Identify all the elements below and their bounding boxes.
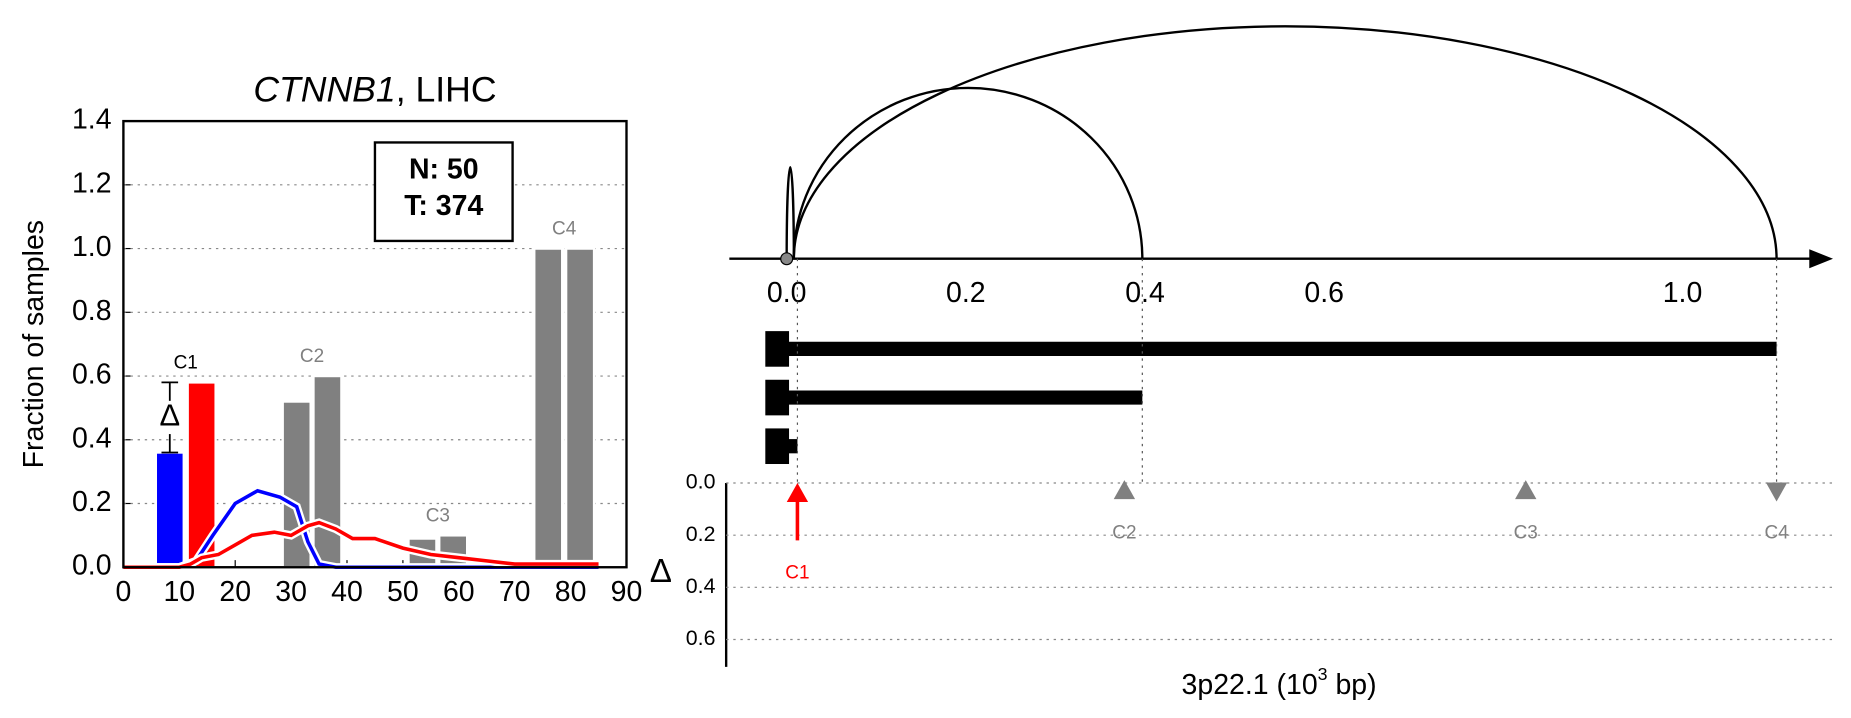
bar — [154, 451, 185, 569]
x-label-part: bp) — [1328, 668, 1377, 700]
x-tick-label: 0.0 — [767, 277, 807, 309]
y-tick-label: 0.8 — [72, 295, 112, 327]
marker-label: C2 — [1112, 523, 1136, 544]
group-label: C4 — [552, 219, 576, 240]
error-label: Δ — [159, 398, 180, 433]
legend-box — [373, 141, 514, 243]
x-tick-label: 30 — [275, 576, 307, 608]
delta-tick-label: 0.4 — [686, 574, 716, 598]
track-block — [765, 379, 790, 416]
title-part: CTNNB1 — [253, 70, 395, 110]
x-label-part: 3 — [1318, 664, 1328, 684]
legend-text: T: 374 — [404, 190, 483, 222]
track-block — [765, 428, 790, 465]
title-part: , LIHC — [396, 70, 497, 110]
marker-label: C1 — [785, 563, 809, 584]
x-tick-label: 0.6 — [1304, 277, 1344, 309]
y-tick-label: 1.2 — [72, 167, 112, 199]
group-label: C2 — [300, 346, 324, 367]
bar — [312, 374, 343, 569]
arc — [785, 166, 796, 259]
marker — [1113, 480, 1136, 500]
x-tick-label: 90 — [611, 576, 643, 608]
chart-title: CTNNB1, LIHC — [253, 70, 496, 110]
x-tick-label: 0.4 — [1125, 277, 1165, 309]
arc — [792, 87, 1144, 259]
y-tick-label: 0.6 — [72, 359, 112, 391]
group-label: C1 — [174, 352, 198, 373]
x-axis-arrow — [1809, 249, 1834, 269]
y-tick-label: 1.4 — [72, 104, 112, 136]
x-tick-label: 80 — [555, 576, 587, 608]
y-tick-label: 0.4 — [72, 422, 112, 454]
x-axis-label: 3p22.1 (103 bp) — [1182, 664, 1377, 700]
x-tick-label: 0.2 — [946, 277, 986, 309]
marker-label: C3 — [1514, 523, 1538, 544]
marker — [1765, 482, 1788, 502]
bar — [533, 247, 564, 569]
group-label: C3 — [426, 505, 450, 526]
x-tick-label: 50 — [387, 576, 419, 608]
x-tick-label: 10 — [163, 576, 195, 608]
x-tick-label: 70 — [499, 576, 531, 608]
marker — [1515, 480, 1537, 500]
y-tick-label: 1.0 — [72, 231, 112, 263]
origin-dot — [780, 252, 794, 266]
marker-label: C4 — [1764, 523, 1788, 544]
track-block — [765, 331, 790, 367]
plot-frame — [122, 119, 628, 569]
line — [123, 520, 599, 570]
x-tick-label: 1.0 — [1663, 277, 1703, 309]
delta-tick-label: 0.6 — [686, 626, 716, 650]
arc — [792, 24, 1778, 259]
x-label-part: 3p22.1 (10 — [1182, 668, 1318, 700]
y-axis-label: Fraction of samples — [18, 220, 50, 468]
y-tick-label: 0.2 — [72, 486, 112, 518]
legend-text: N: 50 — [409, 153, 479, 185]
delta-tick-label: 0.0 — [686, 470, 716, 494]
bar — [564, 247, 596, 569]
x-tick-label: 20 — [219, 576, 251, 608]
x-tick-label: 40 — [331, 576, 363, 608]
y-tick-label: 0.0 — [72, 550, 112, 582]
x-tick-label: 60 — [443, 576, 475, 608]
error-label-bg — [155, 400, 185, 435]
delta-tick-label: 0.2 — [686, 522, 716, 546]
arrow-head — [786, 482, 809, 502]
bar — [438, 534, 469, 569]
x-tick-label: 0 — [115, 576, 131, 608]
delta-axis-label: Δ — [650, 553, 672, 590]
